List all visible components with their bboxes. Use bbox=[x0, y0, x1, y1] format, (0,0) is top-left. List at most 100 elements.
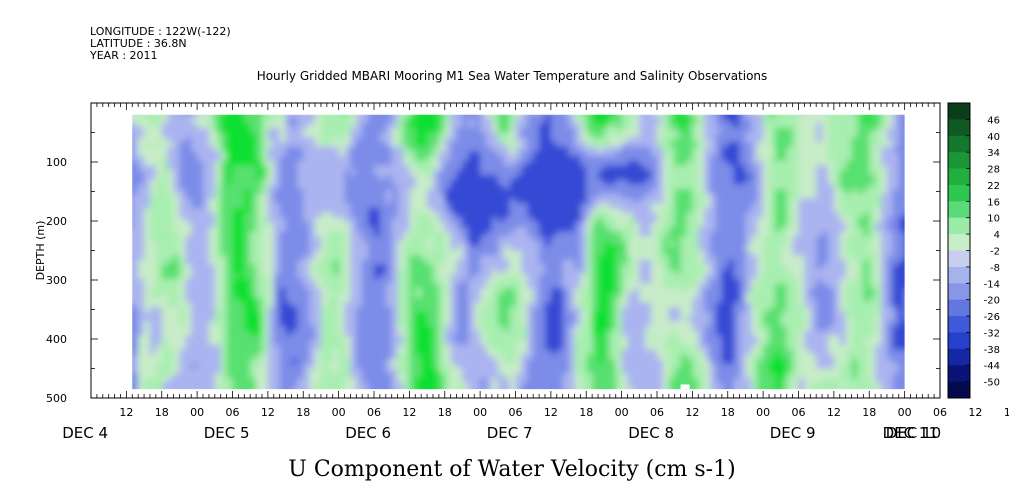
heatmap-cell bbox=[208, 354, 216, 360]
heatmap-cell bbox=[208, 146, 216, 152]
heatmap-cell bbox=[250, 174, 257, 181]
heatmap-cell bbox=[533, 184, 540, 190]
heatmap-cell bbox=[544, 193, 552, 200]
heatmap-cell bbox=[503, 330, 511, 337]
heatmap-cell bbox=[226, 307, 234, 313]
heatmap-cell bbox=[256, 174, 263, 181]
heatmap-cell bbox=[185, 123, 192, 129]
heatmap-cell bbox=[144, 368, 151, 374]
heatmap-cell bbox=[521, 359, 528, 365]
heatmap-cell bbox=[415, 259, 422, 266]
heatmap-cell bbox=[244, 349, 251, 355]
heatmap-cell bbox=[544, 274, 552, 280]
heatmap-cell bbox=[550, 137, 558, 143]
heatmap-cell bbox=[515, 283, 522, 289]
heatmap-cell bbox=[149, 377, 157, 384]
heatmap-cell bbox=[149, 208, 157, 214]
heatmap-cell bbox=[462, 255, 469, 261]
heatmap-cell bbox=[203, 109, 210, 114]
heatmap-cell bbox=[491, 146, 499, 152]
heatmap-cell bbox=[427, 278, 434, 285]
heatmap-cell bbox=[273, 264, 281, 270]
heatmap-cell bbox=[592, 326, 599, 332]
heatmap-cell bbox=[462, 264, 469, 270]
heatmap-cell bbox=[138, 151, 145, 157]
heatmap-cell bbox=[586, 184, 593, 190]
heatmap-cell bbox=[350, 160, 357, 167]
heatmap-cell bbox=[491, 212, 499, 219]
heatmap-cell bbox=[598, 236, 605, 242]
heatmap-cell bbox=[450, 146, 458, 152]
heatmap-cell bbox=[403, 311, 410, 318]
heatmap-cell bbox=[415, 127, 422, 134]
heatmap-cell bbox=[179, 382, 186, 388]
heatmap-cell bbox=[167, 245, 175, 252]
heatmap-cell bbox=[598, 165, 605, 171]
heatmap-cell bbox=[338, 349, 346, 355]
heatmap-cell bbox=[256, 165, 263, 171]
heatmap-cell bbox=[362, 160, 369, 167]
heatmap-cell bbox=[226, 179, 234, 186]
heatmap-cell bbox=[332, 288, 340, 294]
heatmap-cell bbox=[315, 326, 322, 332]
heatmap-cell bbox=[161, 292, 169, 299]
heatmap-cell bbox=[250, 259, 257, 266]
heatmap-cell bbox=[350, 321, 357, 327]
heatmap-cell bbox=[203, 340, 210, 346]
heatmap-cell bbox=[203, 208, 210, 214]
heatmap-cell bbox=[185, 326, 192, 332]
heatmap-cell bbox=[379, 217, 387, 223]
heatmap-cell bbox=[432, 160, 440, 167]
heatmap-cell bbox=[362, 274, 369, 280]
heatmap-cell bbox=[273, 335, 281, 341]
heatmap-cell bbox=[220, 302, 228, 308]
heatmap-cell bbox=[291, 288, 298, 294]
heatmap-cell bbox=[274, 109, 281, 114]
heatmap-cell bbox=[527, 297, 534, 304]
heatmap-cell bbox=[480, 241, 487, 247]
heatmap-cell bbox=[285, 269, 293, 275]
heatmap-cell bbox=[362, 208, 369, 214]
heatmap-cell bbox=[309, 226, 316, 233]
heatmap-cell bbox=[261, 114, 269, 119]
heatmap-cell bbox=[379, 193, 387, 200]
heatmap-cell bbox=[232, 302, 239, 308]
heatmap-cell bbox=[456, 198, 464, 204]
heatmap-cell bbox=[173, 212, 181, 219]
heatmap-cell bbox=[468, 340, 475, 346]
heatmap-cell bbox=[444, 292, 452, 299]
heatmap-cell bbox=[450, 387, 458, 390]
heatmap-cell bbox=[474, 359, 481, 365]
heatmap-cell bbox=[592, 123, 599, 129]
heatmap-cell bbox=[167, 189, 175, 195]
heatmap-cell bbox=[491, 165, 499, 171]
heatmap-cell bbox=[191, 292, 198, 299]
heatmap-cell bbox=[232, 123, 239, 129]
heatmap-cell bbox=[273, 160, 281, 167]
heatmap-cell bbox=[191, 387, 198, 390]
heatmap-cell bbox=[214, 165, 222, 171]
heatmap-cell bbox=[509, 118, 517, 124]
heatmap-cell bbox=[279, 174, 287, 181]
heatmap-cell bbox=[261, 193, 269, 200]
heatmap-cell bbox=[191, 184, 198, 190]
heatmap-cell bbox=[155, 222, 163, 228]
heatmap-cell bbox=[197, 387, 204, 390]
heatmap-cell bbox=[480, 368, 487, 374]
heatmap-cell bbox=[379, 241, 387, 247]
heatmap-cell bbox=[338, 269, 346, 275]
heatmap-cell bbox=[521, 363, 528, 370]
heatmap-cell bbox=[197, 222, 204, 228]
heatmap-cell bbox=[138, 165, 145, 171]
heatmap-cell bbox=[173, 151, 181, 157]
heatmap-cell bbox=[421, 307, 428, 313]
heatmap-cell bbox=[374, 151, 381, 157]
heatmap-cell bbox=[320, 307, 328, 313]
heatmap-cell bbox=[432, 264, 440, 270]
heatmap-cell bbox=[474, 283, 481, 289]
heatmap-cell bbox=[486, 363, 493, 370]
heatmap-cell bbox=[315, 377, 322, 384]
heatmap-cell bbox=[450, 264, 458, 270]
heatmap-cell bbox=[350, 278, 357, 285]
heatmap-cell bbox=[486, 203, 493, 209]
